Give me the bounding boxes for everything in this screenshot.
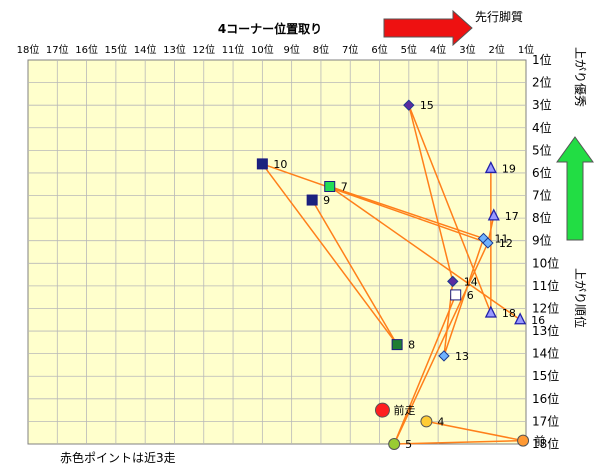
y-axis-label: 上がり順位 <box>573 268 588 328</box>
up-arrow-icon <box>556 136 594 241</box>
x-tick-label: 13位 <box>163 43 186 56</box>
y-tick-label: 1位 <box>532 52 552 67</box>
x-tick-label: 11位 <box>222 43 245 56</box>
x-tick-label: 17位 <box>46 43 69 56</box>
point-label: 11 <box>495 232 509 245</box>
point-label: 18 <box>502 307 516 320</box>
x-tick-label: 9位 <box>283 43 299 56</box>
y-tick-label: 12位 <box>532 300 559 315</box>
top-side-label: 上がり優秀 <box>573 47 588 107</box>
point-6 <box>450 289 462 301</box>
point-label: 14 <box>464 275 478 288</box>
x-tick-label: 18位 <box>17 43 40 56</box>
x-tick-label: 7位 <box>342 43 358 56</box>
y-tick-label: 4位 <box>532 120 552 135</box>
point-4 <box>420 415 433 428</box>
point-label: 16 <box>531 314 545 327</box>
point-7 <box>324 180 336 192</box>
y-tick-label: 10位 <box>532 255 559 270</box>
chart-title: 4コーナー位置取り <box>218 21 322 36</box>
y-tick-label: 2位 <box>532 75 552 90</box>
x-direction-label: 先行脚質 <box>475 9 523 24</box>
x-tick-label: 15位 <box>105 43 128 56</box>
connection-line <box>443 238 485 357</box>
point-19 <box>484 160 497 174</box>
point-label: 前走 <box>393 403 415 417</box>
y-tick-label: 18位 <box>532 436 559 451</box>
point-14 <box>447 275 459 288</box>
data-points <box>256 99 530 450</box>
point-10 <box>256 158 268 170</box>
point-12 <box>482 237 494 249</box>
point-label: 10 <box>273 158 287 171</box>
x-tick-label: 8位 <box>313 43 329 56</box>
point-8 <box>391 339 403 351</box>
plot-area <box>27 59 527 445</box>
y-tick-label: 16位 <box>532 391 559 406</box>
connection-line <box>329 185 484 240</box>
point-label: 8 <box>408 339 415 352</box>
point-label: 12 <box>499 237 513 250</box>
x-axis-ticks: 18位 17位 16位 15位 14位 13位 12位 11位 10位 9位 8位 7位 6位 5位 4位 3… <box>17 43 535 56</box>
point-9 <box>306 194 318 206</box>
y-tick-label: 5位 <box>532 142 552 157</box>
y-tick-label: 17位 <box>532 413 559 428</box>
point-label: 9 <box>323 194 330 207</box>
x-tick-label: 3位 <box>459 43 475 56</box>
connection-line <box>329 185 521 321</box>
point-17 <box>487 208 500 221</box>
point-label: 17 <box>505 210 519 223</box>
x-tick-label: 14位 <box>134 43 157 56</box>
connection-line <box>393 242 489 445</box>
x-tick-label: 2位 <box>489 43 505 56</box>
point-5 <box>388 438 401 450</box>
point-前走 <box>374 402 390 418</box>
grid-lines <box>28 60 526 444</box>
point-16 <box>514 312 527 325</box>
x-tick-label: 12位 <box>192 43 215 56</box>
point-label: 7 <box>341 180 348 193</box>
y-axis-ticks: 1位 2位 3位 4位 5位 6位 7位 8位 9位 10位 11位 12位 13位 14位 15位 16位 1… <box>532 52 559 451</box>
point-18 <box>484 305 497 318</box>
point-label: 15 <box>420 99 434 112</box>
y-tick-label: 9位 <box>532 233 552 248</box>
x-tick-label: 10位 <box>251 43 274 56</box>
point-前 <box>517 434 530 447</box>
x-tick-label: 16位 <box>75 43 98 56</box>
connection-line <box>262 163 489 244</box>
y-tick-label: 8位 <box>532 210 552 225</box>
x-tick-label: 4位 <box>430 43 446 56</box>
point-label: 19 <box>502 162 516 175</box>
point-label: 13 <box>455 350 469 363</box>
point-label: 4 <box>437 415 444 428</box>
y-tick-label: 14位 <box>532 346 559 361</box>
connection-line <box>394 439 524 445</box>
point-label: 前 <box>534 434 545 448</box>
footer-note: 赤色ポイントは近3走 <box>60 451 176 465</box>
connection-line <box>311 199 398 345</box>
connection-line <box>408 104 492 314</box>
x-tick-label: 1位 <box>518 43 534 56</box>
connection-lines <box>261 104 524 445</box>
connection-line <box>426 420 524 442</box>
connection-line <box>261 163 398 346</box>
point-15 <box>403 99 415 111</box>
y-tick-label: 11位 <box>532 278 559 293</box>
point-label: 5 <box>405 438 412 451</box>
y-tick-label: 15位 <box>532 368 559 383</box>
y-tick-label: 7位 <box>532 188 552 203</box>
right-arrow-icon <box>383 9 473 47</box>
connection-line <box>393 294 457 445</box>
x-tick-label: 6位 <box>371 43 387 56</box>
connection-line <box>408 104 454 282</box>
x-tick-label: 5位 <box>401 43 417 56</box>
point-label: 6 <box>467 289 474 302</box>
y-tick-label: 13位 <box>532 323 559 338</box>
y-tick-label: 6位 <box>532 165 552 180</box>
point-13 <box>438 350 450 362</box>
y-tick-label: 3位 <box>532 97 552 112</box>
